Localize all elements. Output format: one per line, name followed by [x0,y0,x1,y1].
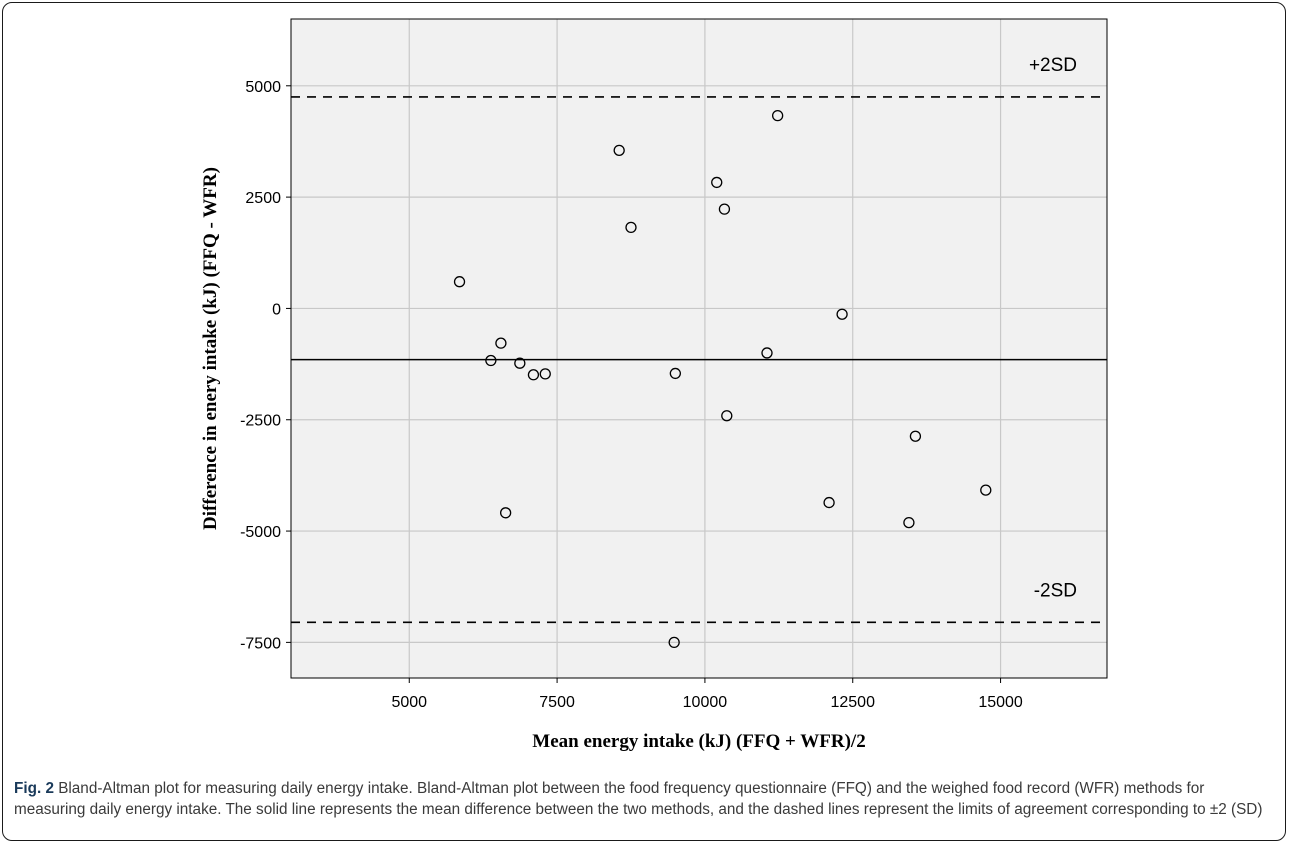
data-point [771,109,784,122]
x-tick-label: 7500 [539,694,575,711]
x-tick-label: 15000 [978,694,1023,711]
data-point [721,410,733,422]
data-point [903,516,915,529]
y-tick-label: -5000 [240,524,281,541]
data-point [823,496,835,509]
data-point [711,176,723,189]
data-point [718,203,731,215]
plot-area [291,19,1107,678]
data-point [495,337,507,349]
plot-border [290,18,1108,679]
data-point [669,367,681,380]
data-point [668,636,680,649]
tick-labels: 5000 7500 10000 12500 15000 -7500 -5000 -2500 0 2… [240,79,1023,711]
y-tick-label: 2500 [245,190,281,207]
data-point [909,430,922,442]
x-tick-label: 10000 [683,694,728,711]
gridlines [291,19,1107,678]
data-point [761,347,773,359]
reference-lines [291,96,1107,624]
bland-altman-chart: 5000 7500 10000 12500 15000 -7500 -5000 -2500 0 2… [200,18,1108,752]
y-axis-label: Difference in enery intake (kJ) (FFQ - W… [200,167,221,530]
y-tick-label: 5000 [245,79,281,96]
x-tick-label: 12500 [830,694,875,711]
data-point [980,484,992,496]
x-tick-label: 5000 [391,694,427,711]
x-axis-label: Mean energy intake (kJ) (FFQ + WFR)/2 [532,731,865,752]
data-point [499,507,512,519]
data-point [527,369,540,381]
data-point [514,357,526,369]
data-point [836,308,848,320]
data-point [539,368,551,380]
data-points [453,109,992,649]
y-tick-label: 0 [272,301,281,318]
y-tick-label: -7500 [240,635,281,652]
data-point [625,221,637,234]
y-tick-label: -2500 [240,413,281,430]
data-point [453,276,466,288]
figure-number: Fig. 2 [14,780,54,797]
caption-text: Bland-Altman plot for measuring daily en… [14,780,1263,818]
upper-limit-label: +2SD [1029,55,1077,76]
figure-caption: Fig. 2 Bland-Altman plot for measuring d… [14,778,1276,820]
lower-limit-label: -2SD [1034,580,1077,601]
data-point [485,354,497,367]
data-point [613,144,625,157]
